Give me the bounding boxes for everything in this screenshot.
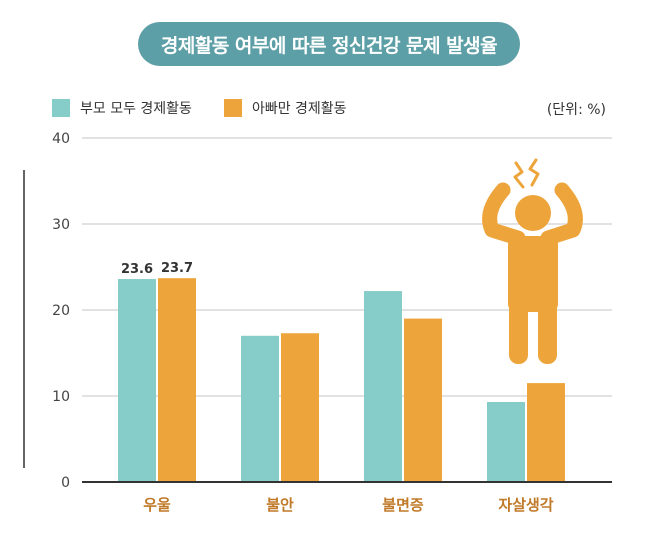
x-tick-label: 자살생각 <box>498 496 553 514</box>
chart-title: 경제활동 여부에 따른 정신건강 문제 발생율 <box>138 22 520 66</box>
y-tick-label: 0 <box>61 475 70 491</box>
bar <box>404 318 442 482</box>
bar <box>364 291 402 482</box>
legend-item-series1: 부모 모두 경제활동 <box>52 98 192 118</box>
stressed-person-icon <box>482 158 583 364</box>
y-tick-label: 10 <box>52 389 70 405</box>
legend-swatch-series2 <box>223 99 242 117</box>
legend-swatch-series1 <box>52 99 70 117</box>
legend-label-series1: 부모 모두 경제활동 <box>80 101 192 117</box>
data-label: 23.6 <box>121 262 153 277</box>
data-labels: 23.6 23.7 <box>121 261 193 277</box>
legend: 부모 모두 경제활동 아빠만 경제활동 <box>52 97 379 119</box>
y-tick-label: 40 <box>52 131 70 147</box>
data-label: 23.7 <box>161 261 193 276</box>
bar <box>158 278 196 482</box>
bar <box>241 335 279 482</box>
legend-label-series2: 아빠만 경제활동 <box>251 101 347 117</box>
unit-label: (단위: %) <box>546 102 606 118</box>
bar <box>118 279 156 482</box>
bar <box>487 402 525 482</box>
axes: 0 10 20 30 40 우울 불안 불면증 자살생각 <box>23 131 612 514</box>
bar <box>281 333 319 482</box>
y-tick-label: 20 <box>52 303 70 319</box>
bar <box>527 383 565 482</box>
x-tick-label: 불안 <box>266 496 294 514</box>
bars <box>118 278 565 482</box>
x-tick-label: 우울 <box>143 496 171 514</box>
x-tick-label: 불면증 <box>382 496 424 514</box>
legend-item-series2: 아빠만 경제활동 <box>223 98 347 118</box>
y-tick-label: 30 <box>52 217 70 233</box>
